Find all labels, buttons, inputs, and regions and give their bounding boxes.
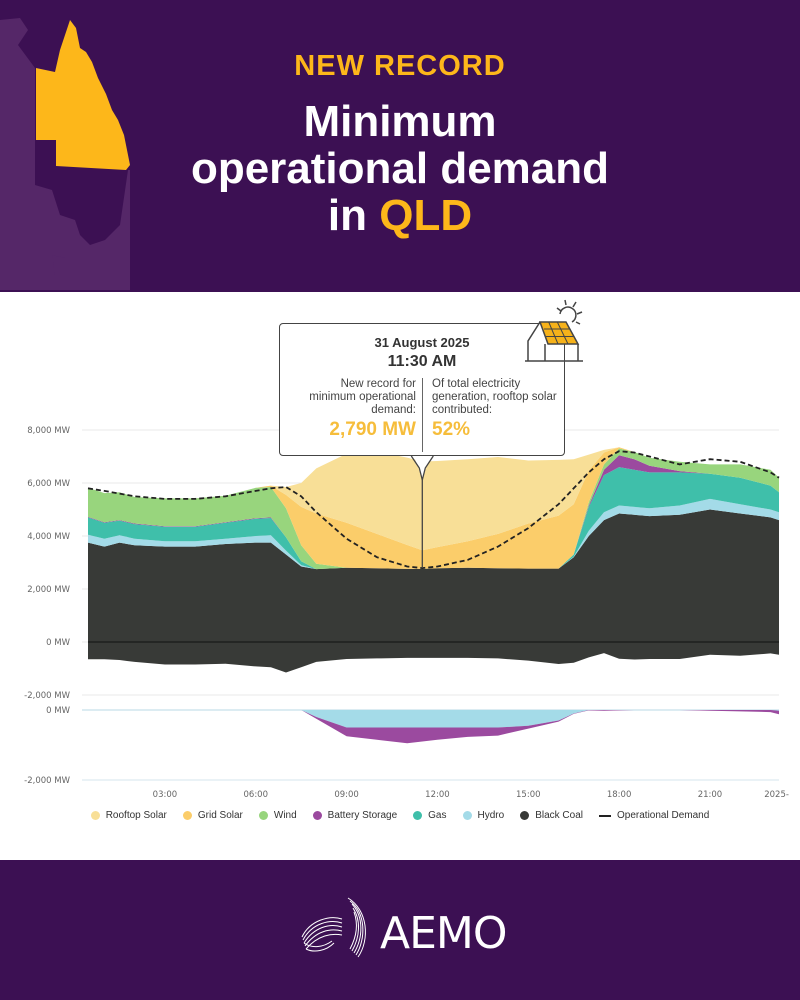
title-highlight-qld: QLD xyxy=(379,191,473,240)
chart-panel: 8,000 MW 6,000 MW 4,000 MW 2,000 MW 0 MW -2,0… xyxy=(0,292,800,860)
lower-y-tick-label: -2,000 MW xyxy=(24,776,70,786)
legend-label: Operational Demand xyxy=(617,810,710,821)
legend-swatch-icon xyxy=(520,811,530,820)
australia-map-qld-highlight-icon xyxy=(0,18,130,290)
title-line-1: Minimum xyxy=(303,97,497,146)
header-banner: NEW RECORD Minimum operational demand in… xyxy=(0,0,800,292)
legend-swatch-icon xyxy=(413,811,423,820)
area-wind xyxy=(88,448,779,570)
title-line-3-prefix: in xyxy=(327,191,367,240)
area-gas xyxy=(88,467,779,570)
tooltip-pointer-fill xyxy=(413,455,432,478)
tooltip-record-value: 2,790 MW xyxy=(329,419,416,440)
x-tick-label: 21:00 xyxy=(698,790,723,800)
legend-swatch-icon xyxy=(182,811,192,820)
x-tick-label: 06:00 xyxy=(244,790,269,800)
chart-legend: Rooftop Solar Grid Solar Wind Battery Stora… xyxy=(0,810,800,821)
new-record-kicker: NEW RECORD xyxy=(294,50,506,82)
legend-item-wind[interactable]: Wind xyxy=(258,810,297,821)
demand-line-group xyxy=(87,450,780,570)
x-tick-label: 09:00 xyxy=(334,790,359,800)
legend-label: Gas xyxy=(428,810,447,821)
x-tick-label: 03:00 xyxy=(153,790,178,800)
y-tick-label: 8,000 MW xyxy=(27,426,70,436)
title-line-3: in QLD xyxy=(0,192,800,239)
tooltip-divider xyxy=(422,378,423,452)
generation-chart: 8,000 MW 6,000 MW 4,000 MW 2,000 MW 0 MW -2,0… xyxy=(24,426,789,800)
operational-demand-line xyxy=(87,450,780,570)
legend-label: Hydro xyxy=(477,810,505,821)
page-title: Minimum operational demand in QLD xyxy=(0,98,800,239)
legend-swatch-icon xyxy=(462,811,472,820)
y-tick-label: 2,000 MW xyxy=(27,585,70,595)
x-tick-label: 18:00 xyxy=(607,790,632,800)
legend-swatch-icon xyxy=(599,814,611,817)
y-tick-label: 0 MW xyxy=(46,638,70,648)
record-marker xyxy=(410,455,434,569)
y-tick-label: 6,000 MW xyxy=(27,479,70,489)
tooltip-left-label: New record for minimum operational deman… xyxy=(309,378,416,416)
lower-pane-areas xyxy=(88,710,779,744)
y-tick-label: -2,000 MW xyxy=(24,691,70,701)
footer-banner: AEMO xyxy=(0,860,800,1000)
stacked-areas xyxy=(88,447,779,673)
title-line-2: operational demand xyxy=(190,144,610,193)
legend-label: Wind xyxy=(273,810,297,821)
aemo-logo-text: AEMO xyxy=(380,908,507,959)
tooltip-time: 11:30 AM xyxy=(387,353,457,370)
legend-item-operational-demand[interactable]: Operational Demand xyxy=(599,810,709,821)
lower-y-tick-label: 0 MW xyxy=(46,706,70,716)
tooltip-pointer xyxy=(410,455,434,481)
tooltip-right-label: Of total electricity generation, rooftop… xyxy=(432,378,557,416)
x-tick-label: 12:00 xyxy=(425,790,450,800)
legend-item-hydro[interactable]: Hydro xyxy=(462,810,505,821)
record-tooltip: 31 August 2025 11:30 AM New record for m… xyxy=(279,323,565,456)
area-hydro xyxy=(88,498,779,570)
legend-swatch-icon xyxy=(90,811,100,820)
lower-area-battery-storage-charging- xyxy=(88,710,779,744)
area-black-coal xyxy=(88,509,779,642)
lower-area-hydro-charging- xyxy=(88,710,779,728)
y-tick-label: 4,000 MW xyxy=(27,532,70,542)
legend-item-battery-storage[interactable]: Battery Storage xyxy=(312,810,398,821)
x-axis: 03:00 06:00 09:00 12:00 15:00 18:00 21:00 2025- xyxy=(153,790,789,800)
area-rooftop-solar xyxy=(88,447,779,551)
legend-item-gas[interactable]: Gas xyxy=(413,810,447,821)
legend-item-rooftop-solar[interactable]: Rooftop Solar xyxy=(90,810,167,821)
area-net-export xyxy=(88,642,779,673)
aemo-swirl-logo-icon xyxy=(301,897,366,958)
x-tick-label: 15:00 xyxy=(516,790,541,800)
legend-item-grid-solar[interactable]: Grid Solar xyxy=(182,810,243,821)
legend-label: Black Coal xyxy=(535,810,583,821)
solar-house-icon xyxy=(525,299,583,362)
legend-swatch-icon xyxy=(258,811,268,820)
x-tick-label: 2025- xyxy=(764,790,789,800)
legend-item-black-coal[interactable]: Black Coal xyxy=(520,810,583,821)
tooltip-date: 31 August 2025 xyxy=(374,335,470,350)
tooltip-rooftop-share: 52% xyxy=(432,419,471,440)
legend-swatch-icon xyxy=(312,811,322,820)
legend-label: Grid Solar xyxy=(197,810,243,821)
legend-label: Rooftop Solar xyxy=(105,810,167,821)
legend-label: Battery Storage xyxy=(327,810,398,821)
